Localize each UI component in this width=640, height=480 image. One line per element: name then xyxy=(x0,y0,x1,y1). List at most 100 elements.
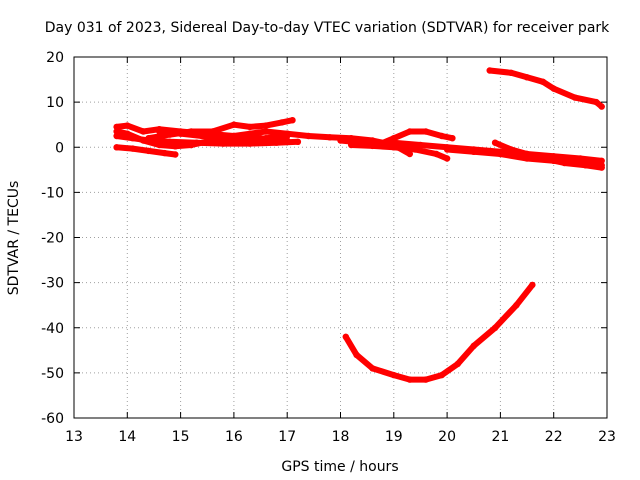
data-point xyxy=(523,74,531,81)
data-point xyxy=(113,132,120,140)
data-point xyxy=(177,130,184,137)
data-point xyxy=(124,122,131,129)
data-point xyxy=(369,365,376,372)
data-point xyxy=(443,155,451,162)
x-tick-label: 20 xyxy=(438,429,456,445)
data-point xyxy=(470,342,477,349)
data-point xyxy=(406,376,413,383)
y-tick-label: -10 xyxy=(41,185,64,201)
data-point xyxy=(411,146,419,153)
x-tick-label: 19 xyxy=(385,429,403,445)
data-point xyxy=(113,123,120,131)
data-point xyxy=(294,138,302,145)
data-point xyxy=(172,151,179,158)
data-point xyxy=(539,155,547,162)
data-point xyxy=(550,85,557,92)
x-tick-label: 22 xyxy=(545,429,563,445)
x-axis-label: GPS time / hours xyxy=(281,459,398,475)
x-tick-label: 13 xyxy=(65,429,83,445)
x-tick-label: 23 xyxy=(598,429,616,445)
data-point xyxy=(390,139,397,146)
data-point xyxy=(470,148,477,155)
data-point xyxy=(209,128,216,135)
data-point xyxy=(209,137,216,144)
x-tick-label: 17 xyxy=(278,429,296,445)
data-point xyxy=(241,137,248,144)
data-point xyxy=(230,132,238,140)
data-point xyxy=(513,302,520,309)
data-point xyxy=(230,121,238,128)
y-tick-label: 10 xyxy=(46,95,64,111)
data-point xyxy=(497,150,504,158)
series-layer xyxy=(113,67,605,383)
series-track-7 xyxy=(188,128,291,148)
data-point xyxy=(582,162,589,169)
data-point xyxy=(406,150,413,158)
x-tick-label: 14 xyxy=(118,429,136,445)
data-point xyxy=(598,164,605,171)
data-point xyxy=(113,128,120,135)
y-axis: -60 -50 -40 -30 -20 -10 0 10 20 xyxy=(41,50,607,427)
data-point xyxy=(246,130,254,137)
data-point xyxy=(348,141,355,149)
data-point xyxy=(145,135,152,142)
data-point xyxy=(491,139,499,146)
y-axis-label: SDTVAR / TECUs xyxy=(6,181,22,296)
data-point xyxy=(246,123,254,131)
data-point xyxy=(342,333,349,340)
data-point xyxy=(278,119,286,126)
data-point xyxy=(449,135,456,142)
data-point xyxy=(454,360,461,368)
data-point xyxy=(507,69,515,77)
data-point xyxy=(529,281,536,289)
data-point xyxy=(507,146,515,153)
data-point xyxy=(289,117,296,124)
data-point xyxy=(262,122,270,129)
data-point xyxy=(166,138,174,145)
data-point xyxy=(156,128,163,135)
x-tick-label: 18 xyxy=(332,429,350,445)
data-point xyxy=(113,144,120,151)
data-point xyxy=(273,139,280,146)
data-point xyxy=(129,145,136,152)
y-tick-label: -50 xyxy=(41,366,64,382)
data-point xyxy=(486,67,493,74)
data-point xyxy=(593,98,600,106)
data-point xyxy=(561,159,568,167)
data-point xyxy=(353,351,360,358)
data-point xyxy=(129,135,136,142)
data-point xyxy=(438,132,445,140)
y-tick-label: -30 xyxy=(41,276,64,292)
chart-title: Day 031 of 2023, Sidereal Day-to-day VTE… xyxy=(45,20,610,36)
data-point xyxy=(140,128,147,135)
x-tick-label: 16 xyxy=(225,429,243,445)
data-point xyxy=(523,150,531,158)
y-tick-label: -40 xyxy=(41,321,64,337)
data-point xyxy=(433,150,440,158)
data-point xyxy=(262,128,270,135)
y-tick-label: 20 xyxy=(46,50,64,66)
data-point xyxy=(188,141,195,149)
x-tick-label: 21 xyxy=(491,429,509,445)
data-point xyxy=(539,78,547,86)
data-point xyxy=(390,135,397,142)
data-point xyxy=(417,141,424,149)
data-point xyxy=(369,142,376,150)
data-point xyxy=(390,371,397,379)
data-point xyxy=(145,147,152,155)
data-point xyxy=(438,371,445,379)
series-track-15 xyxy=(342,281,536,383)
data-point xyxy=(198,132,206,140)
data-point xyxy=(326,134,333,141)
x-tick-label: 15 xyxy=(172,429,190,445)
data-point xyxy=(443,146,451,153)
data-point xyxy=(598,103,605,110)
data-point xyxy=(305,132,312,140)
y-tick-label: -20 xyxy=(41,231,64,247)
data-point xyxy=(406,128,413,135)
x-axis: 13 14 15 16 17 18 19 20 21 22 23 xyxy=(65,57,616,445)
data-point xyxy=(161,149,168,157)
y-tick-label: 0 xyxy=(55,140,64,156)
